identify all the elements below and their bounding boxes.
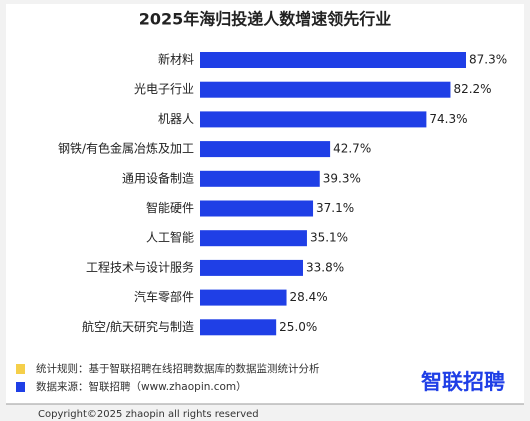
footer-note: 数据来源：智联招聘（www.zhaopin.com）: [36, 380, 247, 393]
y-tick-label: 人工智能: [146, 230, 194, 245]
chart-title: 2025年海归投递人数增速领先行业: [139, 10, 392, 29]
y-tick-label: 光电子行业: [134, 82, 194, 96]
bar: [200, 141, 331, 158]
bar: [200, 170, 320, 187]
bar: [200, 319, 277, 336]
copyright: Copyright©2025 zhaopin all rights reserv…: [38, 409, 259, 420]
value-label: 28.4%: [290, 290, 328, 304]
value-label: 42.7%: [333, 142, 371, 156]
bar: [200, 230, 307, 247]
value-label: 74.3%: [429, 112, 467, 126]
bar: [200, 200, 314, 217]
legend-swatch: [16, 364, 25, 374]
bar: [200, 289, 287, 306]
bar: [200, 111, 427, 128]
logo: 智联招聘: [421, 370, 505, 394]
bar: [200, 259, 303, 276]
y-tick-label: 汽车零部件: [134, 289, 194, 304]
y-tick-label: 智能硬件: [146, 200, 194, 215]
bar: [200, 81, 451, 98]
legend-swatch: [16, 382, 25, 392]
value-label: 87.3%: [469, 53, 507, 67]
bar: [200, 52, 466, 68]
y-tick-label: 新材料: [158, 52, 194, 67]
y-tick-label: 通用设备制造: [122, 171, 194, 185]
value-label: 37.1%: [316, 201, 354, 215]
y-tick-label: 钢铁/有色金属冶炼及加工: [58, 141, 194, 156]
value-label: 39.3%: [323, 171, 361, 185]
value-label: 33.8%: [306, 260, 344, 274]
y-tick-label: 机器人: [158, 112, 194, 126]
value-label: 82.2%: [453, 82, 491, 96]
y-tick-label: 航空/航天研究与制造: [82, 319, 194, 334]
value-label: 35.1%: [310, 231, 348, 245]
footer-note: 统计规则：基于智联招聘在线招聘数据库的数据监测统计分析: [36, 362, 320, 375]
value-label: 25.0%: [279, 320, 317, 334]
y-tick-label: 工程技术与设计服务: [86, 259, 194, 274]
